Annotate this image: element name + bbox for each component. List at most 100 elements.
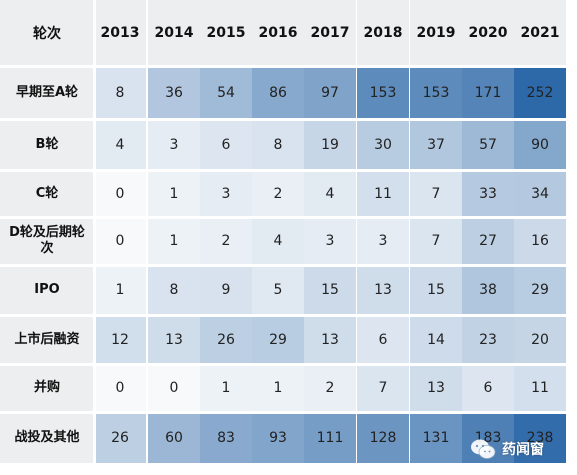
heatmap-cell: 2: [304, 364, 356, 412]
heatmap-cell: 7: [410, 217, 462, 265]
heatmap-cell: 6: [200, 119, 252, 170]
heatmap-cell: 38: [462, 265, 514, 315]
heatmap-cell: 3: [304, 217, 356, 265]
heatmap-cell: 4: [304, 170, 356, 217]
heatmap-cell: 16: [514, 217, 566, 265]
heatmap-cell: 5: [252, 265, 304, 315]
heatmap-cell: 0: [94, 364, 146, 412]
heatmap-cell: 0: [94, 217, 146, 265]
heatmap-cell: 12: [94, 315, 146, 364]
row-label: 早期至A轮: [0, 66, 94, 119]
heatmap-cell: 8: [252, 119, 304, 170]
row-divider: [0, 216, 566, 219]
heatmap-cell: 9: [200, 265, 252, 315]
row-label: 上市后融资: [0, 315, 94, 364]
heatmap-cell: 0: [148, 364, 200, 412]
heatmap-cell: 11: [514, 364, 566, 412]
heatmap-cell: 8: [94, 66, 146, 119]
heatmap-cell: 93: [252, 412, 304, 463]
year-header: 2016: [252, 0, 304, 66]
heatmap-cell: 34: [514, 170, 566, 217]
heatmap-cell: 131: [410, 412, 462, 463]
heatmap-cell: 4: [252, 217, 304, 265]
header-label: 轮次: [0, 0, 94, 66]
heatmap-cell: 23: [462, 315, 514, 364]
year-header: 2015: [200, 0, 252, 66]
heatmap-cell: 153: [357, 66, 409, 119]
heatmap-cell: 83: [200, 412, 252, 463]
heatmap-cell: 20: [514, 315, 566, 364]
heatmap-cell: 1: [252, 364, 304, 412]
heatmap-cell: 90: [514, 119, 566, 170]
heatmap-cell: 238: [514, 412, 566, 463]
heatmap-cell: 252: [514, 66, 566, 119]
heatmap-cell: 111: [304, 412, 356, 463]
row-label: 并购: [0, 364, 94, 412]
heatmap-cell: 2: [200, 217, 252, 265]
heatmap-cell: 57: [462, 119, 514, 170]
year-header: 2021: [514, 0, 566, 66]
heatmap-cell: 33: [462, 170, 514, 217]
row-divider: [0, 411, 566, 414]
heatmap-cell: 86: [252, 66, 304, 119]
heatmap-cell: 7: [357, 364, 409, 412]
row-label: IPO: [0, 265, 94, 315]
heatmap-cell: 153: [410, 66, 462, 119]
row-divider: [0, 65, 566, 68]
heatmap-cell: 6: [462, 364, 514, 412]
heatmap-cell: 15: [304, 265, 356, 315]
heatmap-cell: 1: [200, 364, 252, 412]
year-header: 2019: [410, 0, 462, 66]
heatmap-cell: 14: [410, 315, 462, 364]
watermark: 药闻窗: [470, 434, 570, 464]
heatmap-cell: 26: [94, 412, 146, 463]
column-divider: [93, 0, 96, 475]
row-label: C轮: [0, 170, 94, 217]
heatmap-cell: 13: [410, 364, 462, 412]
row-divider: [0, 118, 566, 121]
heatmap-cell: 4: [94, 119, 146, 170]
wechat-icon: [471, 439, 496, 459]
watermark-text: 药闻窗: [502, 442, 544, 458]
heatmap-cell: 0: [94, 170, 146, 217]
heatmap-cell: 171: [462, 66, 514, 119]
heatmap-cell: 36: [148, 66, 200, 119]
heatmap-cell: 6: [357, 315, 409, 364]
heatmap-cell: 13: [304, 315, 356, 364]
row-label: D轮及后期轮次: [0, 217, 94, 265]
heatmap-cell: 3: [357, 217, 409, 265]
heatmap-cell: 15: [410, 265, 462, 315]
heatmap-cell: 29: [514, 265, 566, 315]
heatmap-cell: 60: [148, 412, 200, 463]
row-divider: [0, 264, 566, 267]
heatmap-cell: 27: [462, 217, 514, 265]
heatmap-cell: 30: [357, 119, 409, 170]
heatmap-cell: 13: [357, 265, 409, 315]
year-header: 2018: [357, 0, 409, 66]
heatmap-cell: 128: [357, 412, 409, 463]
heatmap-cell: 8: [148, 265, 200, 315]
heatmap-cell: 37: [410, 119, 462, 170]
row-divider: [0, 363, 566, 366]
heatmap-cell: 2: [252, 170, 304, 217]
year-header: 2013: [94, 0, 146, 66]
heatmap-cell: 97: [304, 66, 356, 119]
heatmap-cell: 26: [200, 315, 252, 364]
heatmap-cell: 13: [148, 315, 200, 364]
heatmap-cell: 7: [410, 170, 462, 217]
row-label: B轮: [0, 119, 94, 170]
heatmap-cell: 1: [94, 265, 146, 315]
row-divider: [0, 169, 566, 172]
heatmap-cell: 1: [148, 217, 200, 265]
year-header: 2014: [148, 0, 200, 66]
heatmap-cell: 3: [200, 170, 252, 217]
heatmap-cell: 54: [200, 66, 252, 119]
row-label: 战投及其他: [0, 412, 94, 463]
heatmap-cell: 19: [304, 119, 356, 170]
year-header: 2020: [462, 0, 514, 66]
row-divider: [0, 314, 566, 317]
heatmap-cell: 11: [357, 170, 409, 217]
heatmap-cell: 29: [252, 315, 304, 364]
heatmap-cell: 1: [148, 170, 200, 217]
